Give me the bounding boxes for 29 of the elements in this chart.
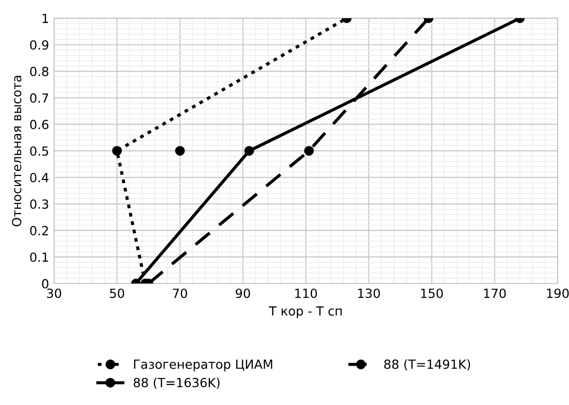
legend-label: 88 (T=1491K) <box>384 359 470 370</box>
x-tick-label: 130 <box>358 288 380 298</box>
y-tick-label: 0.5 <box>30 146 48 156</box>
legend-label: Газогенератор ЦИАМ <box>134 360 272 372</box>
x-tick-label: 110 <box>295 288 317 298</box>
x-axis-title: Т кор - Т сп <box>268 306 342 318</box>
x-tick-label: 50 <box>110 288 124 298</box>
y-tick-label: 0.2 <box>30 226 48 236</box>
point <box>244 146 254 156</box>
y-tick-label: 0.4 <box>30 172 48 182</box>
x-tick-label: 30 <box>47 288 62 298</box>
x-tick-label: 170 <box>484 288 506 298</box>
x-tick-label: 70 <box>173 288 188 298</box>
point <box>175 146 185 156</box>
y-tick-label: 0.9 <box>30 40 48 50</box>
y-tick-label: 0.3 <box>30 199 48 209</box>
point <box>304 146 314 156</box>
y-tick-label: 0.8 <box>30 66 48 76</box>
x-tick-label: 90 <box>236 288 250 298</box>
x-tick-label: 190 <box>547 288 569 298</box>
point <box>112 146 122 156</box>
y-tick-label: 0.1 <box>30 252 48 262</box>
y-tick-label: 1 <box>42 14 48 23</box>
legend-label: 88 (T=1636K) <box>134 378 220 389</box>
y-tick-label: 0 <box>42 278 48 288</box>
y-axis-title: Относительная высота <box>12 76 22 226</box>
y-tick-label: 0.6 <box>30 120 48 130</box>
y-tick-label: 0.7 <box>30 93 48 103</box>
x-tick-label: 150 <box>421 288 443 298</box>
